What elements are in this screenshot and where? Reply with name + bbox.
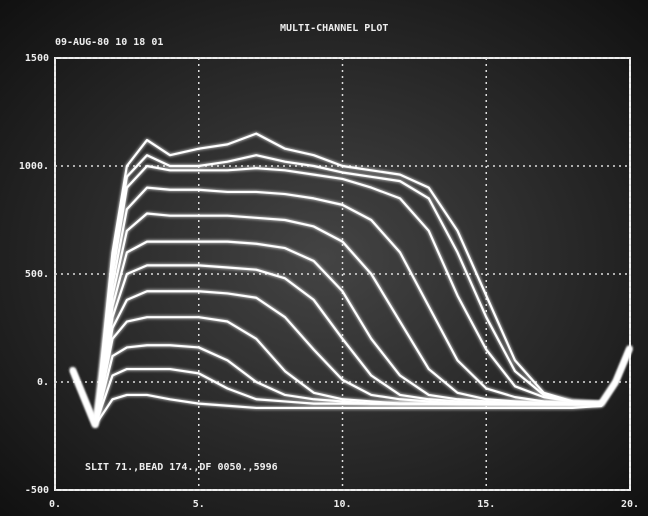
chart-title: MULTI-CHANNEL PLOT	[280, 23, 388, 34]
x-tick-label: 10.	[333, 499, 351, 510]
annotation: SLIT 71.,BEAD 174.,DF 0050.,5996	[85, 462, 278, 473]
x-tick-label: 15.	[477, 499, 495, 510]
x-tick-label: 5.	[193, 499, 205, 510]
y-tick-label: 0.	[37, 377, 49, 388]
chart: MULTI-CHANNEL PLOT 09-AUG-80 10 18 01 SL…	[0, 0, 648, 516]
x-tick-label: 0.	[49, 499, 61, 510]
timestamp: 09-AUG-80 10 18 01	[55, 37, 163, 48]
screen	[0, 0, 648, 516]
y-tick-label: 500.	[25, 269, 49, 280]
x-tick-label: 20.	[621, 499, 639, 510]
y-tick-label: 1500	[25, 53, 49, 64]
y-tick-label: 1000.	[19, 161, 49, 172]
page: MULTI-CHANNEL PLOT 09-AUG-80 10 18 01 SL…	[0, 0, 648, 516]
y-tick-label: -500	[25, 485, 49, 496]
